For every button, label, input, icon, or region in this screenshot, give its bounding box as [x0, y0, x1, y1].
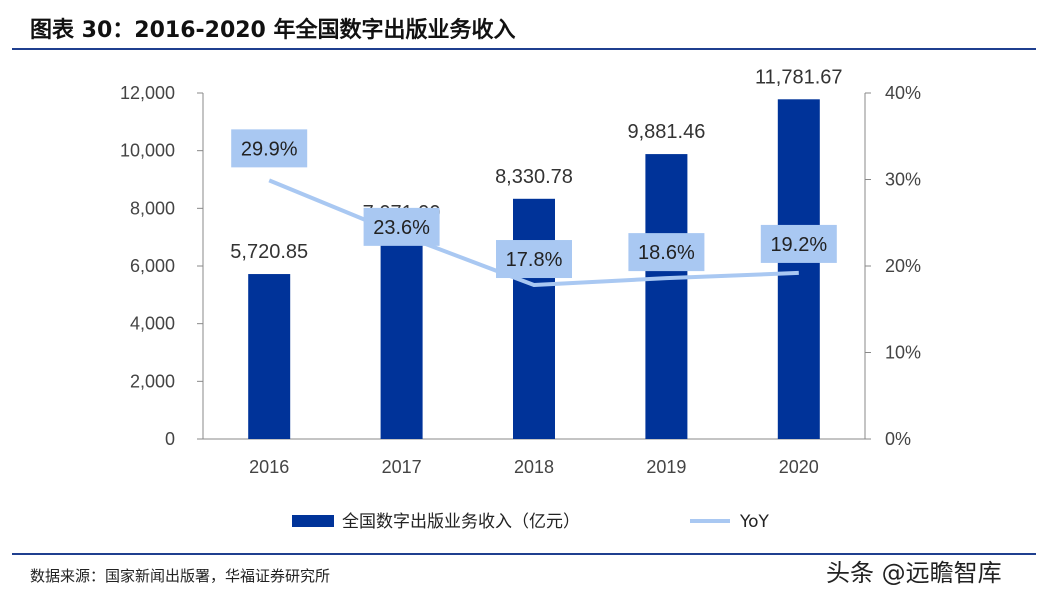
- bar-series: [248, 99, 820, 440]
- bar: [248, 274, 291, 439]
- bar-data-label: 8,330.78: [495, 166, 573, 188]
- right-axis: 0% 10% 20% 30% 40%: [864, 83, 921, 449]
- yoy-label-box: [496, 240, 572, 279]
- x-tick-label: 2019: [646, 457, 686, 477]
- legend: 全国数字出版业务收入（亿元） YoY: [292, 512, 770, 532]
- yoy-labels: 29.9% 23.6% 17.8% 18.6% 19.2%: [231, 129, 837, 279]
- x-tick-label: 2016: [249, 457, 289, 477]
- footer-divider: [12, 553, 1036, 555]
- left-axis: 0 2,000 4,000 6,000 8,000 10,000 12,000: [120, 83, 204, 449]
- x-tick-label: 2017: [382, 457, 422, 477]
- yoy-series: [268, 178, 799, 288]
- bar-data-label: 11,781.67: [755, 66, 843, 88]
- x-tick-label: 2020: [779, 457, 819, 477]
- left-tick-label: 4,000: [130, 314, 175, 334]
- right-tick-label: 40%: [885, 83, 921, 103]
- yoy-data-label: 29.9%: [241, 138, 298, 160]
- yoy-data-label: 23.6%: [373, 217, 430, 239]
- bar: [513, 198, 555, 439]
- title-divider: [12, 48, 1036, 50]
- legend-line-label: YoY: [739, 512, 770, 532]
- bar-data-label: 9,881.46: [627, 121, 705, 143]
- x-axis: 2016 2017 2018 2019 2020: [203, 438, 865, 477]
- right-tick-label: 20%: [885, 256, 921, 276]
- yoy-label-box: [760, 224, 837, 263]
- bar: [380, 235, 423, 439]
- yoy-data-label: 17.8%: [506, 249, 563, 271]
- right-tick-label: 10%: [885, 343, 921, 363]
- yoy-data-label: 18.6%: [638, 242, 695, 264]
- bar: [777, 99, 820, 440]
- right-tick-label: 30%: [885, 170, 921, 190]
- left-tick-label: 10,000: [120, 141, 175, 161]
- source-note: 数据来源：国家新闻出版署，华福证券研究所: [30, 567, 331, 585]
- legend-bar-swatch: [292, 515, 334, 527]
- left-tick-label: 8,000: [130, 198, 175, 218]
- bar-data-label: 5,720.85: [230, 241, 308, 263]
- x-tick-label: 2018: [514, 457, 554, 477]
- watermark: 头条 @远瞻智库: [826, 559, 1002, 587]
- yoy-label-box: [628, 233, 705, 272]
- legend-bar-label: 全国数字出版业务收入（亿元）: [342, 512, 580, 532]
- left-tick-label: 6,000: [130, 256, 175, 276]
- yoy-label-box: [231, 129, 308, 168]
- left-tick-label: 0: [165, 429, 175, 449]
- right-tick-label: 0%: [885, 429, 911, 449]
- bar: [645, 154, 688, 439]
- chart: 0 2,000 4,000 6,000 8,000 10,000 12,000 0% 10% 2…: [120, 66, 921, 532]
- yoy-line: [268, 178, 799, 288]
- yoy-label-box: [363, 207, 440, 246]
- yoy-data-label: 19.2%: [770, 234, 827, 256]
- left-tick-label: 2,000: [130, 371, 175, 391]
- chart-title: 图表 30：2016-2020 年全国数字出版业务收入: [30, 18, 516, 43]
- left-tick-label: 12,000: [120, 83, 175, 103]
